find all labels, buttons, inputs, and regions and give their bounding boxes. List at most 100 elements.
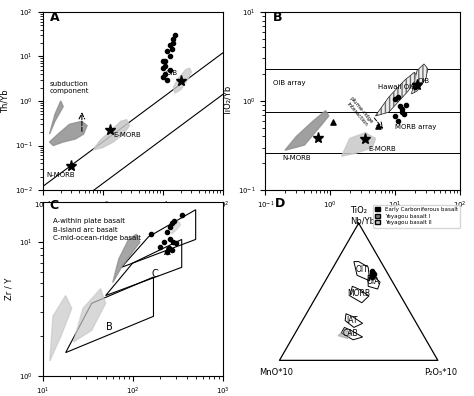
Point	[166, 53, 173, 59]
Point	[164, 48, 171, 55]
Text: OIB: OIB	[418, 78, 430, 84]
Point	[391, 96, 399, 102]
Polygon shape	[285, 110, 329, 150]
Point	[391, 113, 399, 119]
Point	[410, 84, 418, 90]
Point	[399, 105, 406, 112]
Polygon shape	[411, 64, 428, 94]
Text: OIT: OIT	[355, 265, 368, 274]
Polygon shape	[113, 234, 140, 283]
Point	[170, 40, 177, 46]
Polygon shape	[411, 64, 428, 94]
Y-axis label: TiO₂/Yb: TiO₂/Yb	[223, 86, 232, 116]
Point	[159, 65, 166, 71]
Point	[166, 67, 173, 73]
Text: MORB: MORB	[347, 289, 370, 299]
Text: C-mid-ocean-ridge basalt: C-mid-ocean-ridge basalt	[54, 235, 141, 241]
Point	[168, 247, 175, 253]
Text: B-island arc basalt: B-island arc basalt	[54, 227, 118, 232]
Polygon shape	[173, 68, 191, 93]
Polygon shape	[338, 330, 352, 339]
Point	[369, 269, 377, 276]
Text: B: B	[273, 11, 283, 24]
Point	[329, 119, 337, 125]
Point	[370, 271, 377, 277]
Text: A-within plate basalt: A-within plate basalt	[54, 218, 126, 224]
Legend: Early Carboniferous basalt, Yeyagou basalt I, Yeyagou basalt II: Early Carboniferous basalt, Yeyagou basa…	[373, 205, 460, 228]
Point	[163, 249, 171, 255]
Text: Hawaii OIB: Hawaii OIB	[378, 84, 416, 90]
Point	[162, 57, 169, 64]
Point	[166, 42, 173, 48]
Point	[163, 228, 171, 235]
Point	[374, 123, 382, 129]
Text: MORB array: MORB array	[395, 124, 437, 130]
Point	[171, 32, 179, 38]
Point	[159, 57, 166, 64]
Text: TiO₂: TiO₂	[350, 206, 367, 215]
Text: N-MORB: N-MORB	[46, 172, 75, 179]
Point	[368, 274, 376, 280]
Point	[178, 212, 185, 218]
Text: OIB array: OIB array	[273, 80, 305, 86]
Polygon shape	[375, 72, 417, 116]
Text: E-MORB: E-MORB	[113, 131, 141, 138]
Text: C: C	[50, 199, 59, 212]
Point	[368, 271, 376, 277]
Point	[396, 103, 404, 109]
Point	[401, 110, 408, 117]
Point	[160, 239, 167, 246]
Point	[368, 268, 376, 274]
X-axis label: Nb/Yb: Nb/Yb	[350, 217, 375, 226]
Point	[399, 109, 406, 115]
Polygon shape	[49, 101, 63, 134]
Text: OIB: OIB	[165, 70, 177, 76]
Polygon shape	[50, 295, 72, 361]
Point	[368, 274, 376, 280]
Polygon shape	[49, 121, 87, 146]
Point	[369, 272, 377, 278]
Text: P₂O₅*10: P₂O₅*10	[424, 368, 457, 377]
Point	[413, 81, 421, 87]
Point	[369, 272, 377, 278]
Point	[156, 244, 164, 250]
Polygon shape	[342, 133, 375, 156]
Y-axis label: Th/Yb: Th/Yb	[0, 89, 9, 113]
Polygon shape	[73, 289, 106, 342]
Text: B: B	[106, 322, 112, 332]
Text: D: D	[275, 197, 285, 210]
Text: N-MORB: N-MORB	[282, 154, 310, 160]
Text: E-MORB: E-MORB	[368, 146, 396, 152]
Point	[394, 118, 401, 124]
Point	[369, 269, 377, 276]
Point	[169, 239, 177, 246]
Point	[166, 236, 174, 243]
Text: plume-ridge
interaction: plume-ridge interaction	[344, 96, 374, 128]
Point	[162, 63, 169, 69]
Point	[165, 245, 173, 251]
Polygon shape	[93, 120, 129, 150]
Point	[147, 231, 155, 237]
Text: A: A	[164, 247, 170, 257]
Text: C: C	[151, 269, 158, 279]
Point	[159, 74, 166, 80]
Text: CAB: CAB	[343, 329, 358, 338]
Point	[162, 71, 169, 77]
Point	[170, 36, 177, 42]
Point	[402, 102, 410, 108]
Text: IAT: IAT	[346, 316, 358, 325]
Text: A: A	[50, 11, 60, 24]
Point	[172, 240, 180, 247]
X-axis label: Nb/Yb: Nb/Yb	[120, 217, 145, 226]
Point	[168, 219, 175, 226]
Point	[369, 272, 377, 278]
Text: MnO*10: MnO*10	[259, 368, 293, 377]
Y-axis label: Zr / Y: Zr / Y	[5, 278, 14, 300]
Text: subduction
component: subduction component	[49, 81, 89, 94]
Polygon shape	[375, 72, 417, 116]
Polygon shape	[172, 221, 181, 234]
Text: OIA: OIA	[367, 277, 380, 286]
Point	[171, 217, 178, 224]
Point	[166, 224, 174, 230]
Point	[164, 76, 171, 83]
